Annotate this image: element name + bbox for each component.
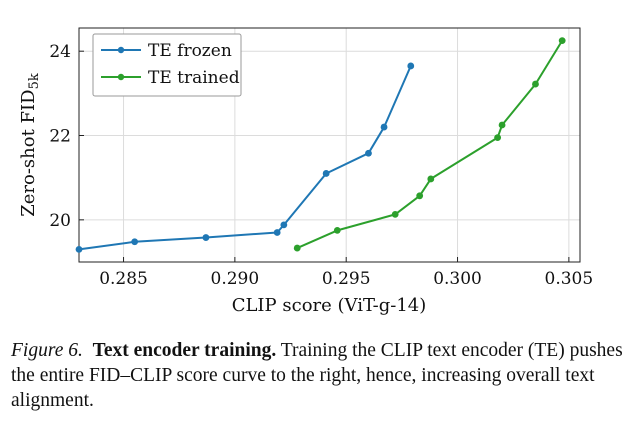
data-point-te-frozen	[75, 245, 83, 253]
legend-label-te-trained: TE trained	[148, 68, 240, 88]
y-axis-label: Zero-shot FID5k	[18, 73, 42, 217]
series-layer	[75, 37, 566, 253]
y-tick-label: 20	[49, 211, 71, 231]
x-tick-label: 0.290	[211, 269, 260, 289]
x-tick-label: 0.305	[545, 269, 594, 289]
legend-marker-te-trained	[117, 73, 125, 81]
data-point-te-trained	[293, 244, 301, 252]
x-tick-label: 0.295	[322, 269, 371, 289]
series-line-te-trained	[296, 40, 564, 250]
data-point-te-frozen	[202, 234, 210, 241]
legend-marker-te-frozen	[117, 46, 125, 54]
caption-text: Training the CLIP text encoder (TE) push…	[11, 340, 623, 411]
data-point-te-frozen	[365, 149, 372, 157]
legend-label-te-frozen: TE frozen	[148, 41, 232, 61]
data-point-te-frozen	[380, 123, 388, 131]
data-point-te-trained	[532, 80, 539, 88]
data-point-te-trained	[498, 121, 506, 129]
data-point-te-trained	[391, 210, 399, 218]
data-point-te-frozen	[280, 221, 288, 229]
caption-figure-number: Figure 6.	[11, 340, 83, 361]
figure-caption: Figure 6. Text encoder training. Trainin…	[11, 338, 631, 413]
chart: 0.285 0.290 0.295 0.300 0.305 20 22 24 TE froze…	[18, 27, 593, 316]
data-point-te-trained	[333, 226, 341, 234]
x-axis-label: CLIP score (ViT-g-14)	[232, 295, 427, 316]
data-point-te-frozen	[407, 62, 415, 70]
data-point-te-frozen	[273, 229, 281, 236]
legend: TE frozen TE trained	[92, 33, 242, 97]
axis-ticks: 0.285 0.290 0.295 0.300 0.305 20 22 24	[49, 42, 593, 289]
data-point-te-frozen	[131, 238, 139, 246]
y-axis-label-subscript: 5k	[27, 73, 42, 89]
data-point-te-frozen	[322, 170, 330, 177]
data-point-te-trained	[416, 192, 424, 200]
x-tick-label: 0.285	[99, 269, 148, 289]
caption-title: Text encoder training.	[92, 340, 277, 361]
data-point-te-trained	[494, 134, 502, 142]
y-tick-label: 22	[49, 127, 71, 147]
x-tick-label: 0.300	[433, 269, 482, 289]
y-tick-label: 24	[49, 42, 71, 62]
y-axis-label-main: Zero-shot FID	[18, 89, 39, 216]
data-point-te-trained	[558, 37, 566, 45]
data-point-te-trained	[427, 175, 435, 183]
plot-frame	[78, 27, 581, 263]
